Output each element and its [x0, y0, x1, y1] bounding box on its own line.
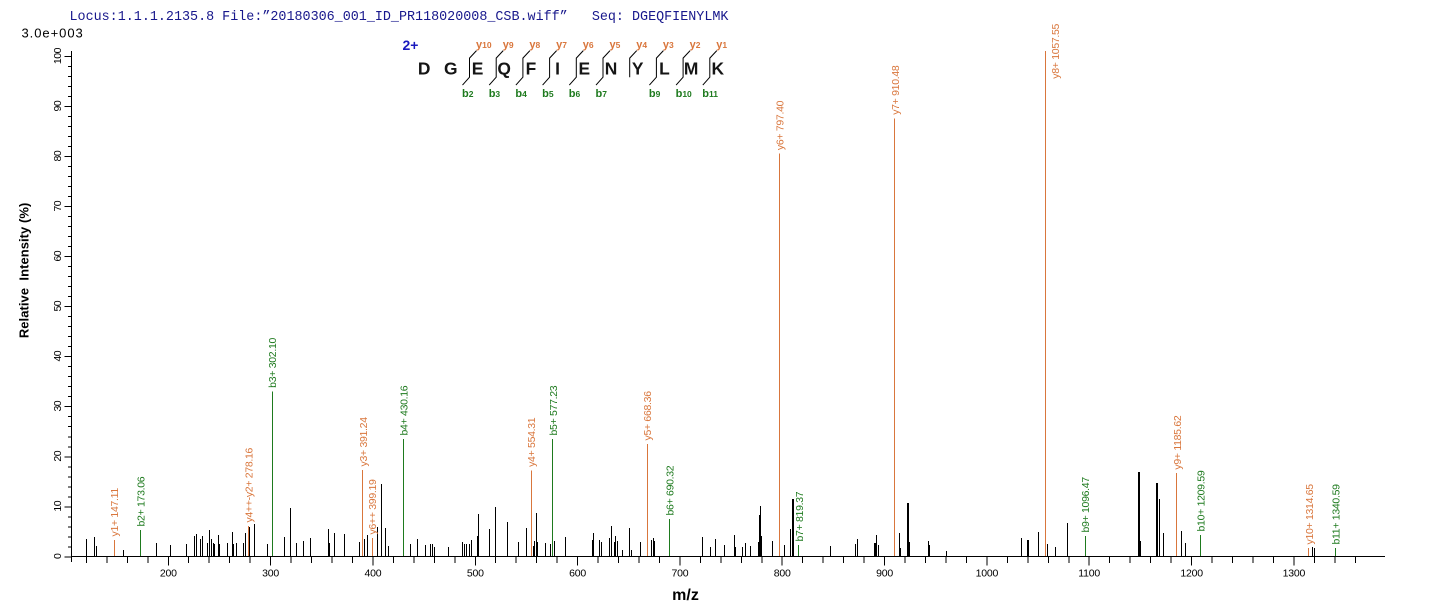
svg-text:y3+ 391.24: y3+ 391.24 [358, 417, 370, 467]
svg-text:b5: b5 [542, 88, 554, 100]
svg-text:M: M [684, 59, 699, 79]
svg-text:y10+ 1314.65: y10+ 1314.65 [1304, 484, 1316, 545]
svg-text:500: 500 [467, 568, 484, 580]
svg-text:30: 30 [52, 400, 64, 411]
svg-text:10: 10 [52, 500, 64, 511]
svg-text:900: 900 [876, 568, 893, 580]
svg-text:1200: 1200 [1180, 568, 1203, 580]
svg-text:y7: y7 [556, 39, 567, 51]
svg-text:100: 100 [52, 47, 64, 64]
svg-text:600: 600 [569, 568, 586, 580]
svg-text:b4: b4 [515, 88, 527, 100]
svg-text:Q: Q [497, 59, 511, 79]
svg-text:m/z: m/z [672, 587, 699, 604]
svg-text:60: 60 [52, 250, 64, 261]
svg-text:200: 200 [160, 568, 177, 580]
svg-text:y6: y6 [583, 39, 594, 51]
svg-text:b9+ 1096.47: b9+ 1096.47 [1080, 477, 1092, 533]
svg-text:b5+ 577.23: b5+ 577.23 [548, 385, 560, 435]
svg-text:y4++-y2+ 278.16: y4++-y2+ 278.16 [243, 447, 255, 522]
svg-text:b10: b10 [676, 88, 692, 100]
svg-text:b10+ 1209.59: b10+ 1209.59 [1196, 470, 1208, 531]
svg-text:E: E [472, 59, 484, 79]
svg-text:N: N [605, 59, 618, 79]
svg-text:70: 70 [52, 200, 64, 211]
svg-text:300: 300 [262, 568, 279, 580]
svg-text:y5+ 668.36: y5+ 668.36 [642, 391, 654, 441]
svg-text:y3: y3 [663, 39, 674, 51]
svg-text:E: E [578, 59, 590, 79]
svg-text:y9: y9 [503, 39, 514, 51]
svg-text:D: D [418, 59, 431, 79]
svg-text:20: 20 [52, 450, 64, 461]
svg-text:F: F [526, 59, 537, 79]
svg-text:y10: y10 [476, 39, 492, 51]
svg-text:b7: b7 [596, 88, 608, 100]
svg-text:b9: b9 [649, 88, 661, 100]
svg-text:3.0e+003: 3.0e+003 [22, 25, 84, 40]
svg-text:90: 90 [52, 100, 64, 111]
svg-text:b2+ 173.06: b2+ 173.06 [136, 476, 148, 526]
svg-text:1100: 1100 [1078, 568, 1100, 580]
svg-text:b3+ 302.10: b3+ 302.10 [267, 337, 279, 387]
svg-text:b6: b6 [569, 88, 581, 100]
svg-text:y5: y5 [610, 39, 621, 51]
svg-text:800: 800 [774, 568, 791, 580]
svg-text:b3: b3 [489, 88, 501, 100]
svg-text:y6++ 399.19: y6++ 399.19 [367, 479, 379, 535]
svg-text:y1+ 147.11: y1+ 147.11 [109, 488, 121, 537]
svg-text:b4+ 430.16: b4+ 430.16 [399, 385, 411, 435]
svg-text:K: K [712, 59, 725, 79]
svg-text:40: 40 [52, 350, 64, 361]
svg-text:Relative Intensity (%): Relative Intensity (%) [17, 203, 32, 339]
svg-text:2+: 2+ [403, 37, 419, 53]
svg-text:y7+ 910.48: y7+ 910.48 [890, 65, 902, 115]
svg-text:0: 0 [52, 553, 64, 559]
svg-text:I: I [555, 59, 560, 79]
svg-text:1000: 1000 [976, 568, 999, 580]
svg-text:700: 700 [671, 568, 688, 580]
svg-text:y1: y1 [716, 39, 727, 51]
svg-text:50: 50 [52, 300, 64, 311]
svg-text:y6+ 797.40: y6+ 797.40 [775, 100, 787, 150]
svg-text:b6+ 690.32: b6+ 690.32 [665, 465, 677, 515]
svg-text:y4: y4 [636, 39, 647, 51]
svg-text:b11: b11 [702, 88, 718, 100]
svg-text:y2: y2 [690, 39, 701, 51]
svg-text:Y: Y [632, 59, 644, 79]
svg-text:y8+ 1057.55: y8+ 1057.55 [1050, 23, 1062, 78]
svg-text:y8: y8 [529, 39, 540, 51]
svg-text:b2: b2 [462, 88, 474, 100]
svg-text:L: L [659, 59, 670, 79]
svg-text:G: G [444, 59, 458, 79]
svg-text:Locus:1.1.1.2135.8 File:”20180: Locus:1.1.1.2135.8 File:”20180306_001_ID… [70, 10, 730, 25]
svg-text:b11+ 1340.59: b11+ 1340.59 [1331, 484, 1343, 545]
svg-text:400: 400 [364, 568, 381, 580]
svg-text:b7+ 819.37: b7+ 819.37 [794, 491, 806, 541]
svg-text:y4+ 554.31: y4+ 554.31 [526, 417, 538, 467]
svg-text:y9+ 1185.62: y9+ 1185.62 [1172, 415, 1184, 469]
svg-text:80: 80 [52, 150, 64, 161]
svg-text:1300: 1300 [1283, 568, 1306, 580]
